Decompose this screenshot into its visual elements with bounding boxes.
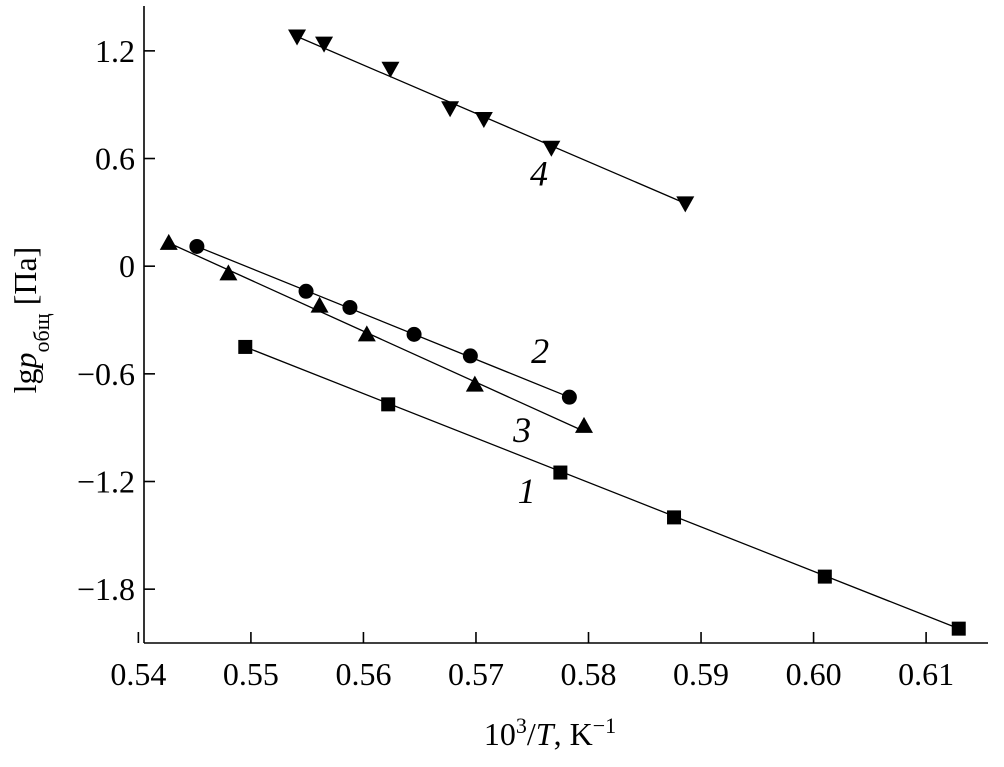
data-point-series-4 [542, 140, 561, 157]
data-point-series-1 [553, 465, 568, 480]
series-label-3: 3 [512, 410, 531, 450]
x-tick-label: 0.61 [898, 656, 954, 692]
series-label-1: 1 [518, 471, 536, 511]
data-point-series-1 [381, 397, 396, 412]
data-point-series-1 [951, 621, 966, 636]
y-tick-label: 0.6 [95, 141, 135, 177]
series-label-4: 4 [530, 153, 548, 193]
data-point-series-3 [219, 264, 238, 281]
x-tick-label: 0.59 [673, 656, 729, 692]
data-point-series-3 [465, 375, 484, 392]
x-axis-title-part: −1 [593, 713, 616, 738]
x-tick-label: 0.60 [786, 656, 842, 692]
y-tick-label: 0 [119, 248, 135, 284]
data-point-series-2 [342, 299, 358, 315]
data-point-series-2 [189, 238, 205, 254]
y-axis-title-part: [Па] [7, 247, 43, 314]
x-tick-label: 0.56 [335, 656, 391, 692]
data-point-series-4 [676, 196, 695, 213]
data-point-series-2 [406, 326, 422, 342]
x-tick-label: 0.57 [448, 656, 504, 692]
data-point-series-3 [357, 325, 376, 342]
x-axis-title-part: / [527, 716, 536, 752]
y-tick-label: 1.2 [95, 33, 135, 69]
y-tick-label: −1.8 [77, 571, 135, 607]
fit-line-series-2 [196, 245, 570, 398]
data-point-series-4 [288, 29, 307, 46]
axes [143, 6, 988, 644]
fit-line-series-1 [245, 346, 959, 630]
data-point-series-2 [561, 389, 577, 405]
x-axis-title: 103/T, K−1 [484, 713, 616, 753]
data-point-series-4 [441, 101, 460, 118]
ticks: 0.54 0.55 0.56 0.57 0.58 0.59 0.60 0.611.20.60−… [77, 33, 954, 692]
data-point-series-3 [575, 416, 594, 433]
x-tick-label: 0.54 [110, 656, 166, 692]
data-point-series-1 [667, 510, 682, 525]
data-point-series-4 [474, 112, 493, 129]
data-point-series-3 [159, 233, 178, 250]
data-point-series-2 [298, 283, 314, 299]
data-point-series-4 [315, 36, 334, 53]
series-label-2: 2 [531, 331, 549, 371]
x-tick-label: 0.55 [223, 656, 279, 692]
markers [159, 29, 966, 636]
data-point-series-4 [381, 61, 400, 78]
data-point-series-2 [462, 348, 478, 364]
series-labels: 1 23 4 [512, 153, 549, 511]
x-axis-title-part: T [536, 716, 556, 752]
y-axis-title-part: p [7, 352, 43, 370]
x-tick-label: 0.58 [561, 656, 617, 692]
fit-line-series-3 [168, 242, 585, 432]
x-axis-title-part: 3 [516, 713, 527, 738]
data-point-series-1 [238, 339, 253, 354]
data-point-series-3 [310, 296, 329, 313]
x-axis-title-part: , K [554, 716, 593, 752]
y-axis-title-part: общ [29, 313, 54, 352]
fit-lines [168, 35, 959, 630]
y-tick-label: −1.2 [77, 464, 135, 500]
x-axis-title-part: 10 [484, 716, 516, 752]
data-point-series-1 [817, 569, 832, 584]
y-axis-title: lgpобщ [Па] [7, 247, 54, 394]
fit-line-series-4 [296, 35, 686, 204]
y-axis-title-part: lg [7, 368, 43, 393]
y-tick-label: −0.6 [77, 356, 135, 392]
